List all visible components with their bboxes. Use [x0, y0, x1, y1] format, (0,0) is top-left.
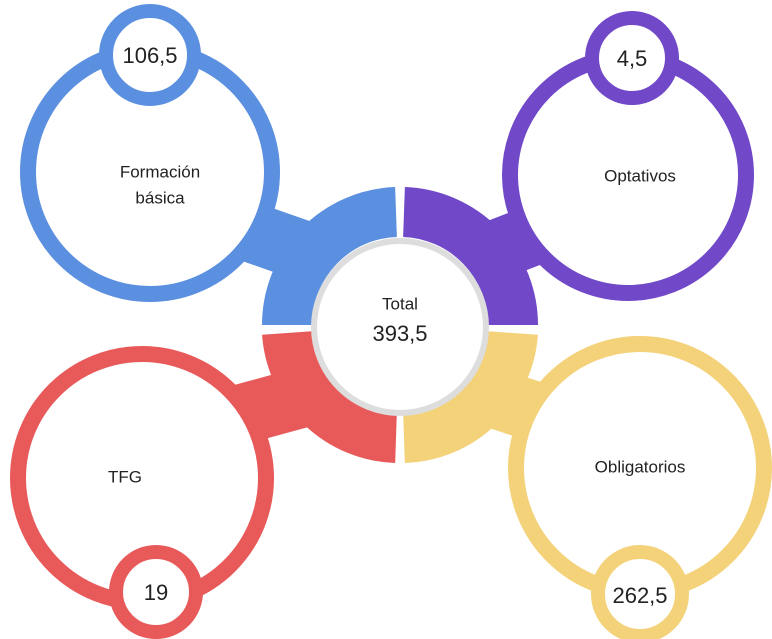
node-label: Obligatorios	[595, 457, 686, 476]
node: 106,5 Formación básica	[20, 4, 280, 302]
node: 4,5 Optativos	[502, 11, 754, 301]
center-value: 393,5	[372, 321, 427, 346]
node: 262,5 Obligatorios	[508, 336, 772, 639]
node-label: Optativos	[604, 166, 676, 185]
value-circle	[99, 4, 201, 106]
node-label: Formación	[120, 162, 200, 181]
node-value: 19	[144, 580, 168, 605]
value-circle	[591, 545, 689, 639]
node-label: básica	[135, 188, 185, 207]
node-value: 106,5	[122, 43, 177, 68]
ring-quadrant	[402, 330, 538, 463]
center-circle	[311, 238, 489, 416]
ring-quadrant	[262, 330, 398, 463]
node-value: 262,5	[612, 583, 667, 608]
node: 19 TFG	[10, 346, 274, 639]
ring-quadrant	[262, 187, 398, 326]
value-circle	[109, 545, 203, 639]
node-value: 4,5	[617, 46, 648, 71]
ring-quadrant	[402, 187, 538, 326]
value-circle	[585, 11, 679, 105]
node-label: TFG	[108, 467, 142, 486]
center-ring	[262, 187, 538, 463]
center-label: Total	[382, 294, 418, 313]
